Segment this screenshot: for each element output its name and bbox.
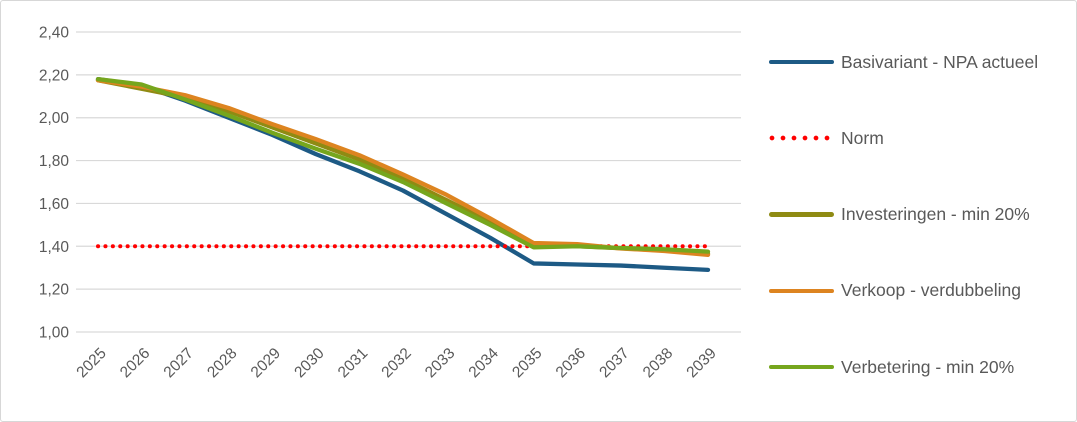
x-axis-tick-label: 2026 bbox=[117, 345, 153, 381]
x-axis-tick-label: 2029 bbox=[248, 345, 284, 381]
y-axis-tick-label: 1,00 bbox=[39, 325, 70, 342]
legend-swatch-investeringen-min-20 bbox=[769, 212, 834, 217]
x-axis-tick-label: 2039 bbox=[683, 345, 719, 381]
x-axis-tick-label: 2031 bbox=[335, 345, 371, 381]
legend-label-basivariant-npa-actueel: Basivariant - NPA actueel bbox=[841, 51, 1039, 72]
legend-item-verkoop-verdubbeling: Verkoop - verdubbeling bbox=[769, 280, 1021, 301]
legend-item-basivariant-npa-actueel: Basivariant - NPA actueel bbox=[769, 52, 1038, 72]
y-axis-tick-label: 1,60 bbox=[39, 196, 70, 213]
legend-label-norm: Norm bbox=[841, 127, 884, 148]
legend-swatch-verkoop-verdubbeling bbox=[769, 288, 834, 294]
series-line-verbetering-min-20 bbox=[95, 76, 711, 254]
legend-item-norm: Norm bbox=[769, 128, 884, 148]
y-axis-tick-label: 1,40 bbox=[39, 239, 70, 256]
x-axis-tick-label: 2035 bbox=[509, 345, 545, 381]
y-axis-tick-label: 2,20 bbox=[39, 67, 70, 84]
x-axis-tick-label: 2036 bbox=[553, 345, 589, 381]
legend-swatch-basivariant-npa-actueel bbox=[769, 59, 834, 65]
x-axis-tick-label: 2027 bbox=[161, 345, 197, 381]
series-line-investeringen-min-20 bbox=[95, 78, 711, 256]
x-axis-tick-label: 2033 bbox=[422, 345, 458, 381]
x-axis-tick-label: 2030 bbox=[291, 345, 328, 382]
legend-label-verbetering-min-20: Verbetering - min 20% bbox=[841, 356, 1015, 377]
legend-item-investeringen-min-20: Investeringen - min 20% bbox=[769, 204, 1030, 225]
legend-label-verkoop-verdubbeling: Verkoop - verdubbeling bbox=[841, 280, 1021, 301]
x-axis-tick-label: 2025 bbox=[73, 345, 109, 381]
y-axis-tick-label: 2,40 bbox=[39, 25, 70, 42]
y-axis-tick-label: 1,80 bbox=[39, 153, 70, 170]
x-axis-tick-label: 2038 bbox=[640, 345, 676, 381]
x-axis-tick-label: 2034 bbox=[466, 345, 503, 382]
y-axis-tick-label: 2,00 bbox=[39, 110, 70, 127]
x-axis-tick-label: 2032 bbox=[378, 345, 414, 381]
legend-label-investeringen-min-20: Investeringen - min 20% bbox=[841, 204, 1030, 225]
y-axis-tick-label: 1,20 bbox=[39, 282, 70, 299]
legend-swatch-verbetering-min-20 bbox=[769, 364, 834, 370]
series-line-verkoop-verdubbeling bbox=[95, 78, 711, 258]
legend-swatch-norm-dotted-icon bbox=[769, 135, 834, 142]
x-axis-tick-label: 2037 bbox=[596, 345, 632, 381]
legend-item-verbetering-min-20: Verbetering - min 20% bbox=[769, 357, 1014, 377]
chart-legend: Basivariant - NPA actueel Norm Investering… bbox=[769, 1, 1069, 421]
x-axis-tick-label: 2028 bbox=[204, 345, 240, 381]
